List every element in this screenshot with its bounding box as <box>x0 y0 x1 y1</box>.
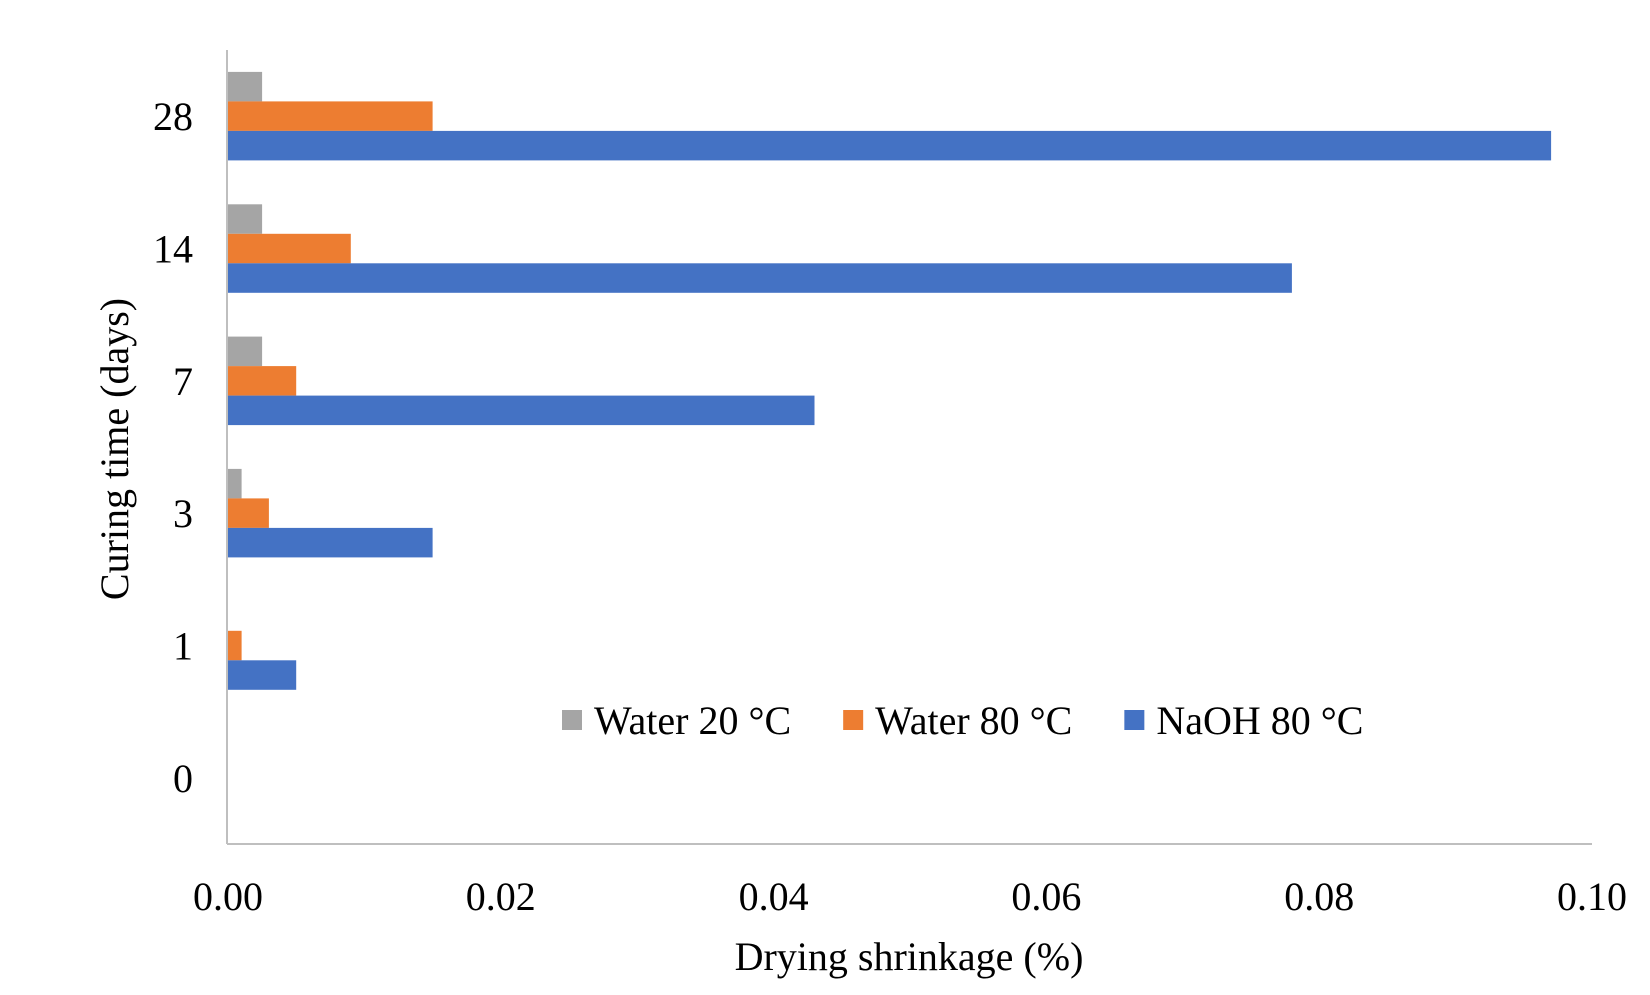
bar-naoh-80-c-day-1 <box>228 660 297 690</box>
y-tick-label: 0 <box>173 756 193 801</box>
y-tick-label: 3 <box>173 491 193 536</box>
x-axis-title: Drying shrinkage (%) <box>735 934 1084 979</box>
bar-naoh-80-c-day-7 <box>228 395 815 426</box>
bar-water-20-c-day-14 <box>228 204 263 234</box>
x-tick-label: 0.02 <box>466 874 536 919</box>
legend-label-naoh-80-c: NaOH 80 °C <box>1156 698 1363 743</box>
x-tick-label: 0.08 <box>1284 874 1354 919</box>
x-tick-label: 0.04 <box>739 874 809 919</box>
x-tick-labels: 0.00 0.02 0.04 0.06 0.08 0.10 <box>193 874 1627 919</box>
bars-layer <box>228 71 1552 690</box>
y-tick-labels: 0 1 3 7 14 28 <box>153 94 193 801</box>
y-tick-label: 1 <box>173 624 193 669</box>
x-tick-label: 0.10 <box>1557 874 1627 919</box>
y-tick-label: 7 <box>173 359 193 404</box>
legend-swatch-water-20-c <box>562 710 582 730</box>
bar-naoh-80-c-day-14 <box>228 263 1292 293</box>
legend-swatch-naoh-80-c <box>1124 710 1145 730</box>
bar-naoh-80-c-day-3 <box>228 527 433 558</box>
bar-water-80-c-day-28 <box>228 101 433 131</box>
bar-water-80-c-day-3 <box>228 498 269 528</box>
y-axis-title: Curing time (days) <box>92 298 137 600</box>
legend: Water 20 °C Water 80 °C NaOH 80 °C <box>562 698 1363 743</box>
bar-naoh-80-c-day-28 <box>228 130 1552 161</box>
x-tick-label: 0.06 <box>1011 874 1081 919</box>
bar-water-20-c-day-28 <box>228 71 263 102</box>
bar-water-80-c-day-7 <box>228 366 297 396</box>
x-tick-label: 0.00 <box>193 874 263 919</box>
bar-water-80-c-day-14 <box>228 233 351 264</box>
y-tick-label: 14 <box>153 227 193 272</box>
legend-swatch-water-80-c <box>843 710 864 730</box>
y-tick-label: 28 <box>153 94 193 139</box>
bar-water-20-c-day-7 <box>228 336 263 367</box>
legend-label-water-80-c: Water 80 °C <box>875 698 1072 743</box>
bar-water-20-c-day-3 <box>228 468 242 499</box>
legend-label-water-20-c: Water 20 °C <box>594 698 791 743</box>
bar-water-80-c-day-1 <box>228 630 242 661</box>
